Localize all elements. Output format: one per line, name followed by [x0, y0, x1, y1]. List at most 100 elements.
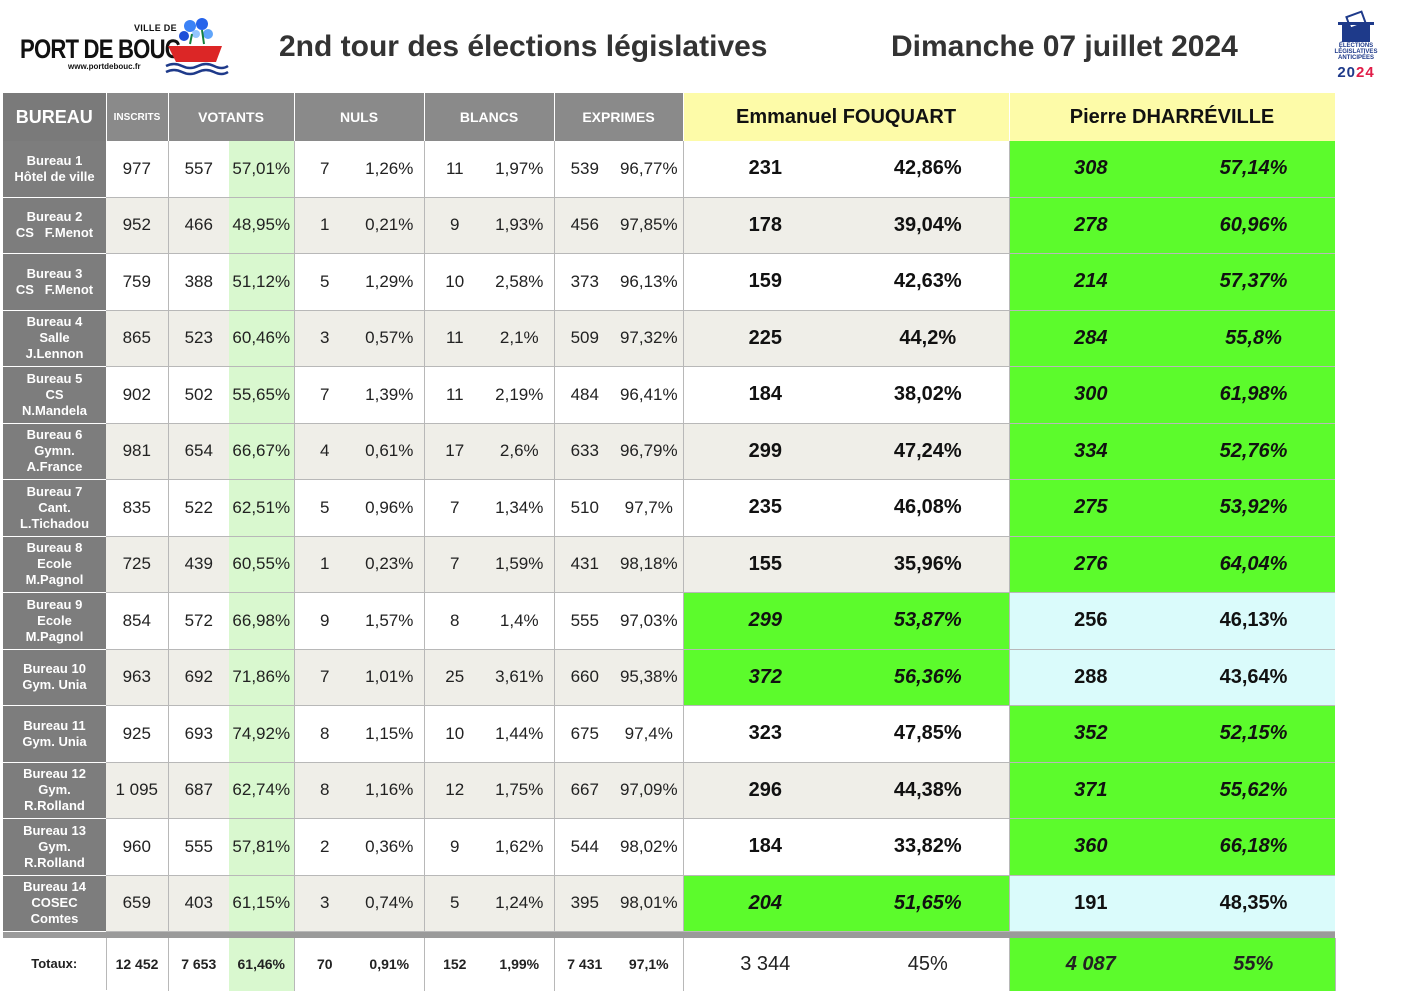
col-inscrits: INSCRITS	[106, 93, 169, 141]
cell-votants: 523	[168, 310, 229, 367]
cell-votants-pct: 66,67%	[229, 423, 295, 480]
cell-blancs-pct: 3,61%	[485, 649, 555, 706]
cell-c1-pct: 46,08%	[847, 479, 1010, 537]
totals-c1-pct: 45%	[847, 938, 1010, 991]
logo-site-text: www.portdebouc.fr	[68, 62, 141, 71]
cell-blancs: 12	[424, 762, 486, 819]
cell-votants: 439	[168, 536, 229, 593]
table-row: Bureau 13 Gym. R.Rolland 960 555 57,81% 2 0,36%…	[3, 818, 1336, 876]
bureau-label-line: A.France	[26, 459, 83, 475]
cell-votants: 693	[168, 705, 229, 763]
cell-exprimes: 633	[554, 423, 616, 480]
cell-blancs-pct: 2,6%	[485, 423, 555, 480]
cell-votants: 388	[168, 253, 229, 311]
bureau-label: Bureau 3 CS F.Menot	[3, 253, 106, 311]
cell-blancs: 25	[424, 649, 486, 706]
cell-c1-votes: 155	[682, 536, 848, 593]
cell-votants: 692	[168, 649, 229, 706]
election-date: Dimanche 07 juillet 2024	[891, 30, 1238, 63]
cell-blancs-pct: 2,19%	[485, 366, 555, 424]
cell-c2-pct: 64,04%	[1172, 536, 1336, 593]
cell-c2-votes: 256	[1008, 592, 1173, 650]
totals-label: Totaux:	[3, 938, 107, 991]
cell-c1-votes: 235	[682, 479, 848, 537]
cell-blancs: 9	[424, 818, 486, 876]
cell-nuls: 8	[294, 762, 356, 819]
totals-nuls: 70	[294, 938, 356, 991]
bureau-label: Bureau 1 Hôtel de ville	[3, 141, 106, 198]
cell-votants: 654	[168, 423, 229, 480]
cell-c2-pct: 48,35%	[1172, 875, 1336, 932]
cell-blancs: 11	[424, 141, 486, 198]
cell-c1-pct: 56,36%	[847, 649, 1010, 706]
table-row: Bureau 10 Gym. Unia 963 692 71,86% 7 1,01% 25 3,…	[3, 649, 1336, 706]
cell-nuls-pct: 0,74%	[355, 875, 425, 932]
cell-exprimes-pct: 97,03%	[615, 592, 684, 650]
cell-votants: 687	[168, 762, 229, 819]
results-table: BUREAU INSCRITS VOTANTS NULS BLANCS EXPR…	[3, 93, 1336, 991]
cell-c1-votes: 184	[682, 366, 848, 424]
bureau-label: Bureau 10 Gym. Unia	[3, 649, 106, 706]
bureau-label-line: R.Rolland	[24, 854, 85, 870]
cell-inscrits: 759	[106, 253, 169, 311]
cell-blancs: 11	[424, 310, 486, 367]
cell-nuls-pct: 1,15%	[355, 705, 425, 763]
bureau-label-line: Bureau 12	[23, 766, 86, 782]
totals-blancs-pct: 1,99%	[485, 938, 555, 991]
cell-c2-votes: 191	[1008, 875, 1173, 932]
logo-ville-text: VILLE DE	[134, 23, 177, 33]
bureau-label-line: Ecole	[37, 556, 72, 572]
cell-exprimes-pct: 98,18%	[615, 536, 684, 593]
bureau-label: Bureau 8 Ecole M.Pagnol	[3, 536, 106, 593]
cell-nuls-pct: 0,23%	[355, 536, 425, 593]
col-blancs: BLANCS	[424, 93, 555, 141]
cell-exprimes: 667	[554, 762, 616, 819]
cell-nuls: 8	[294, 705, 356, 763]
cell-c1-votes: 323	[682, 705, 848, 763]
cell-exprimes: 675	[554, 705, 616, 763]
cell-exprimes: 555	[554, 592, 616, 650]
cell-exprimes: 510	[554, 479, 616, 537]
cell-votants-pct: 60,55%	[229, 536, 295, 593]
cell-exprimes: 660	[554, 649, 616, 706]
cell-exprimes: 395	[554, 875, 616, 932]
cell-nuls: 3	[294, 310, 356, 367]
cell-votants: 403	[168, 875, 229, 932]
cell-votants-pct: 48,95%	[229, 197, 295, 254]
bureau-label-line: Gym. Unia	[22, 733, 87, 749]
cell-inscrits: 963	[106, 649, 169, 706]
table-row: Bureau 11 Gym. Unia 925 693 74,92% 8 1,15% 10 1,…	[3, 705, 1336, 763]
cell-c2-votes: 300	[1008, 366, 1173, 424]
cell-c1-pct: 53,87%	[847, 592, 1010, 650]
table-header-row: BUREAU INSCRITS VOTANTS NULS BLANCS EXPR…	[3, 93, 1336, 141]
col-nuls: NULS	[294, 93, 425, 141]
bureau-label-line: Bureau 10	[23, 661, 86, 677]
cell-nuls-pct: 0,61%	[355, 423, 425, 480]
cell-votants: 522	[168, 479, 229, 537]
cell-nuls: 5	[294, 253, 356, 311]
cell-c2-votes: 278	[1008, 197, 1173, 254]
badge-line-3: ANTICIPÉES	[1337, 55, 1374, 61]
bureau-label: Bureau 2 CS F.Menot	[3, 197, 106, 254]
cell-votants-pct: 62,51%	[229, 479, 295, 537]
bureau-label-line: Gymn.	[34, 443, 75, 459]
cell-inscrits: 854	[106, 592, 169, 650]
cell-blancs: 11	[424, 366, 486, 424]
cell-inscrits: 925	[106, 705, 169, 763]
cell-inscrits: 725	[106, 536, 169, 593]
cell-votants-pct: 55,65%	[229, 366, 295, 424]
bureau-label-line: Gym.	[38, 782, 71, 798]
bureau-label-line: M.Pagnol	[25, 628, 84, 644]
cell-nuls: 5	[294, 479, 356, 537]
bureau-label-line: Salle	[39, 330, 70, 346]
cell-inscrits: 835	[106, 479, 169, 537]
cell-blancs-pct: 1,93%	[485, 197, 555, 254]
bureau-label-line: Hôtel de ville	[14, 168, 95, 184]
cell-c2-pct: 60,96%	[1172, 197, 1336, 254]
cell-inscrits: 659	[106, 875, 169, 932]
bureau-label-line: Cant.	[38, 499, 71, 515]
cell-nuls-pct: 0,57%	[355, 310, 425, 367]
cell-votants-pct: 57,81%	[229, 818, 295, 876]
cell-blancs-pct: 1,4%	[485, 592, 555, 650]
cell-blancs-pct: 1,59%	[485, 536, 555, 593]
